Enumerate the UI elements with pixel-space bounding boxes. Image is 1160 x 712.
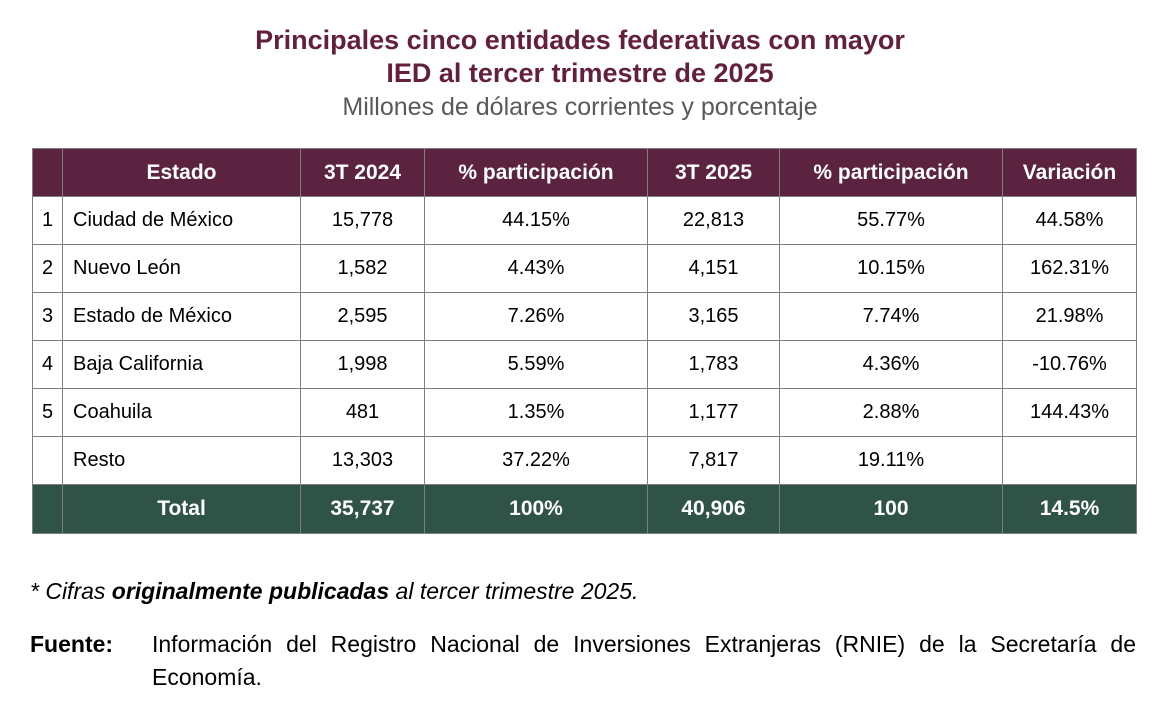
footnote-suffix: al tercer trimestre 2025.	[389, 578, 639, 604]
cell-3t2025: 3,165	[647, 292, 780, 341]
cell-variacion: 162.31%	[1002, 244, 1137, 293]
cell-total-variacion: 14.5%	[1002, 484, 1137, 534]
cell-total-3t2024: 35,737	[300, 484, 425, 534]
cell-participacion-2025: 55.77%	[779, 196, 1003, 245]
header-estado: Estado	[62, 148, 301, 197]
table-row-total: Total 35,737 100% 40,906 100 14.5%	[32, 484, 1137, 534]
table-row: 4 Baja California 1,998 5.59% 1,783 4.36…	[32, 340, 1137, 389]
cell-participacion-2025: 4.36%	[779, 340, 1003, 389]
cell-variacion: 144.43%	[1002, 388, 1137, 437]
cell-3t2024: 1,998	[300, 340, 425, 389]
cell-rank: 4	[32, 340, 63, 389]
cell-variacion: 21.98%	[1002, 292, 1137, 341]
footnote-prefix: * Cifras	[30, 578, 112, 604]
header-participacion-2025: % participación	[779, 148, 1003, 197]
header-3t2025: 3T 2025	[647, 148, 780, 197]
page-title-line-1: Principales cinco entidades federativas …	[255, 25, 905, 55]
cell-3t2025: 4,151	[647, 244, 780, 293]
cell-participacion-2025: 19.11%	[779, 436, 1003, 485]
table-header-row: Estado 3T 2024 % participación 3T 2025 %…	[32, 148, 1137, 197]
cell-rank	[32, 484, 63, 534]
source-block: Fuente: Información del Registro Naciona…	[30, 628, 1136, 694]
cell-3t2025: 1,783	[647, 340, 780, 389]
cell-estado: Estado de México	[62, 292, 301, 341]
cell-participacion-2024: 37.22%	[424, 436, 648, 485]
header-rank	[32, 148, 63, 197]
cell-estado: Baja California	[62, 340, 301, 389]
header-variacion: Variación	[1002, 148, 1137, 197]
cell-total-participacion-2025: 100	[779, 484, 1003, 534]
cell-rank: 2	[32, 244, 63, 293]
cell-participacion-2025: 2.88%	[779, 388, 1003, 437]
ied-table: Estado 3T 2024 % participación 3T 2025 %…	[32, 148, 1137, 534]
cell-participacion-2024: 7.26%	[424, 292, 648, 341]
cell-3t2024: 13,303	[300, 436, 425, 485]
cell-3t2024: 481	[300, 388, 425, 437]
cell-total-3t2025: 40,906	[647, 484, 780, 534]
cell-3t2025: 1,177	[647, 388, 780, 437]
cell-estado: Resto	[62, 436, 301, 485]
header-participacion-2024: % participación	[424, 148, 648, 197]
cell-participacion-2025: 10.15%	[779, 244, 1003, 293]
footnote-cifras: * Cifras originalmente publicadas al ter…	[30, 576, 1160, 606]
cell-estado: Ciudad de México	[62, 196, 301, 245]
source-label: Fuente:	[30, 631, 114, 657]
title-block: Principales cinco entidades federativas …	[0, 0, 1160, 124]
cell-3t2024: 1,582	[300, 244, 425, 293]
table-row-resto: Resto 13,303 37.22% 7,817 19.11%	[32, 436, 1137, 485]
cell-3t2025: 7,817	[647, 436, 780, 485]
table-row: 2 Nuevo León 1,582 4.43% 4,151 10.15% 16…	[32, 244, 1137, 293]
header-3t2024: 3T 2024	[300, 148, 425, 197]
cell-total-participacion-2024: 100%	[424, 484, 648, 534]
cell-variacion: -10.76%	[1002, 340, 1137, 389]
cell-3t2024: 2,595	[300, 292, 425, 341]
cell-participacion-2024: 4.43%	[424, 244, 648, 293]
cell-total-label: Total	[62, 484, 301, 534]
table-row: 1 Ciudad de México 15,778 44.15% 22,813 …	[32, 196, 1137, 245]
page-subtitle: Millones de dólares corrientes y porcent…	[342, 93, 818, 121]
cell-3t2024: 15,778	[300, 196, 425, 245]
cell-3t2025: 22,813	[647, 196, 780, 245]
table-row: 3 Estado de México 2,595 7.26% 3,165 7.7…	[32, 292, 1137, 341]
cell-participacion-2025: 7.74%	[779, 292, 1003, 341]
cell-variacion	[1002, 436, 1137, 485]
cell-variacion: 44.58%	[1002, 196, 1137, 245]
cell-participacion-2024: 1.35%	[424, 388, 648, 437]
cell-rank: 5	[32, 388, 63, 437]
footnote-bold-text: originalmente publicadas	[111, 578, 390, 604]
cell-estado: Coahuila	[62, 388, 301, 437]
cell-participacion-2024: 44.15%	[424, 196, 648, 245]
page-title-line-2: IED al tercer trimestre de 2025	[386, 58, 774, 88]
source-text: Información del Registro Nacional de Inv…	[152, 631, 1136, 690]
cell-participacion-2024: 5.59%	[424, 340, 648, 389]
cell-rank: 1	[32, 196, 63, 245]
cell-estado: Nuevo León	[62, 244, 301, 293]
cell-rank: 3	[32, 292, 63, 341]
cell-rank	[32, 436, 63, 485]
table-row: 5 Coahuila 481 1.35% 1,177 2.88% 144.43%	[32, 388, 1137, 437]
